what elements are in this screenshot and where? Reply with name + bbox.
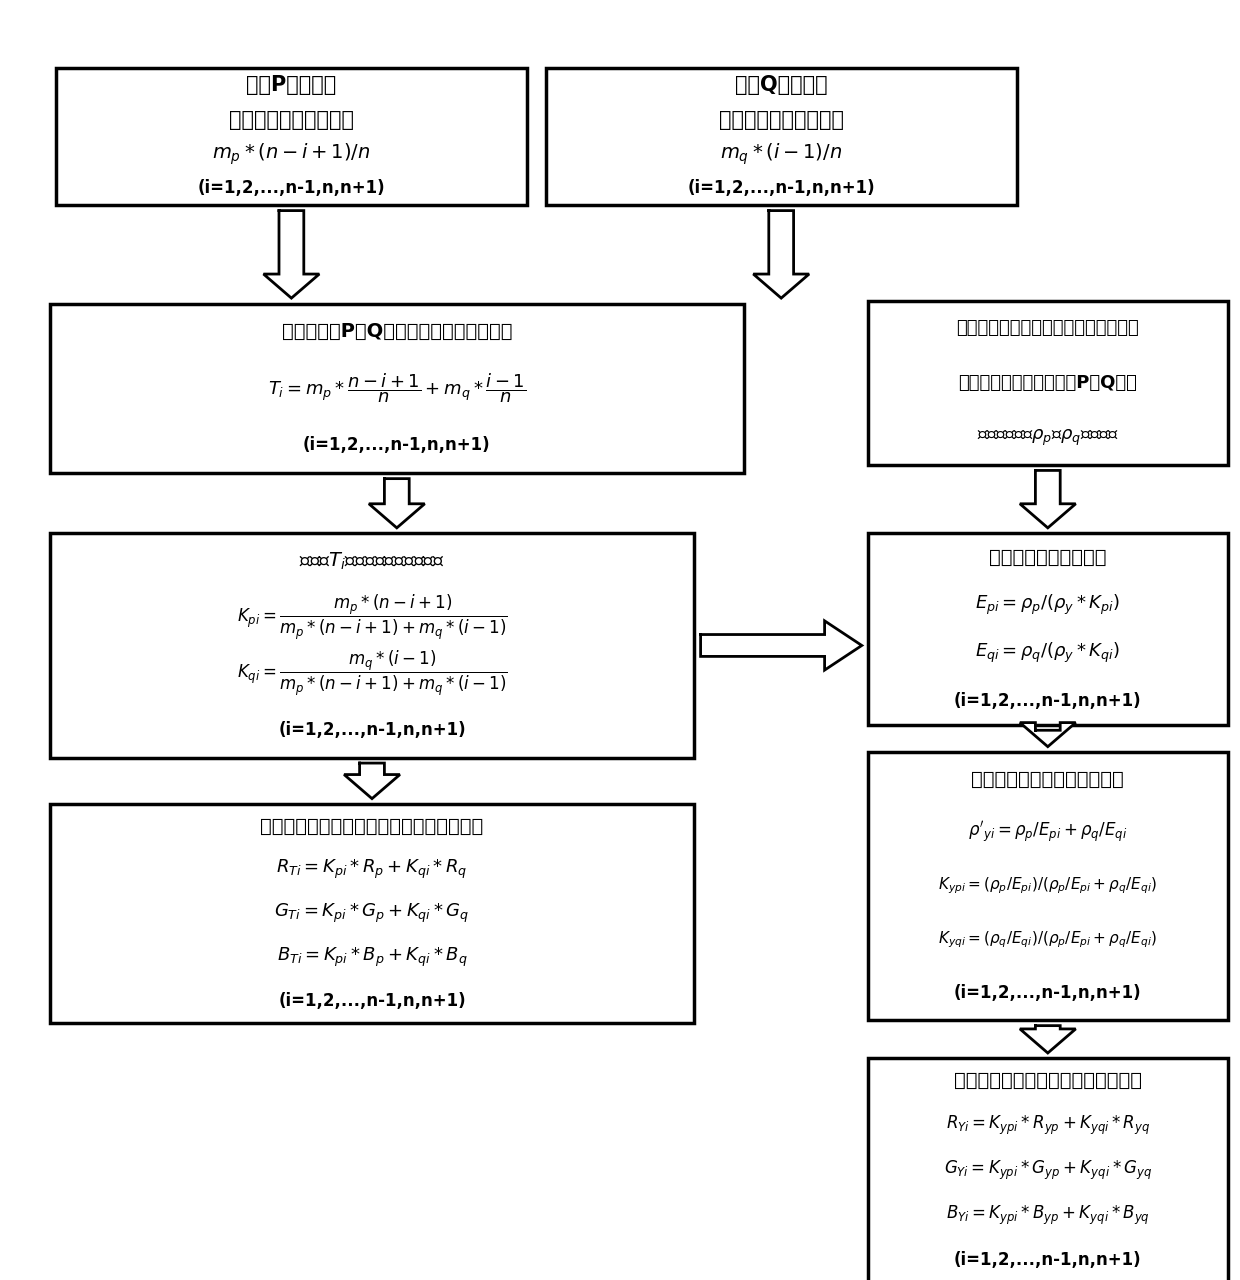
Polygon shape — [1019, 471, 1075, 527]
Text: 构建色纤维P与Q的耦合配对序列及其通式: 构建色纤维P与Q的耦合配对序列及其通式 — [281, 323, 512, 342]
Bar — [50, 303, 744, 474]
Text: $E_{qi}=\rho_q/(\rho_y*K_{qi})$: $E_{qi}=\rho_q/(\rho_y*K_{qi})$ — [975, 641, 1121, 666]
Text: $B_{Yi}=K_{ypi}*B_{yp}+K_{yqi}*B_{yq}$: $B_{Yi}=K_{ypi}*B_{yp}+K_{yqi}*B_{yq}$ — [946, 1204, 1149, 1228]
Text: $K_{ypi}=(\rho_p/E_{pi})/(\rho_p/E_{pi}+\rho_q/E_{qi})$: $K_{ypi}=(\rho_p/E_{pi})/(\rho_p/E_{pi}+… — [939, 876, 1157, 896]
Bar — [50, 804, 694, 1023]
Text: $E_{pi}=\rho_p/(\rho_y*K_{pi})$: $E_{pi}=\rho_p/(\rho_y*K_{pi})$ — [975, 593, 1121, 617]
Polygon shape — [343, 763, 399, 799]
Text: $R_{Yi}=K_{ypi}*R_{yp}+K_{yqi}*R_{yq}$: $R_{Yi}=K_{ypi}*R_{yp}+K_{yqi}*R_{yq}$ — [946, 1114, 1149, 1138]
Bar — [546, 68, 1017, 205]
Text: (i=1,2,...,n-1,n,n+1): (i=1,2,...,n-1,n,n+1) — [954, 984, 1142, 1002]
Text: 制成线密度为$\rho_p$、$\rho_q$的粗纱。: 制成线密度为$\rho_p$、$\rho_q$的粗纱。 — [977, 428, 1118, 448]
Text: 各子样$T_i$中双基色纤维的混合比: 各子样$T_i$中双基色纤维的混合比 — [299, 550, 445, 572]
Text: 均匀混合双基色纤维各子样颜色值及其色谱: 均匀混合双基色纤维各子样颜色值及其色谱 — [260, 817, 484, 836]
Text: $B_{Ti}=K_{pi}*B_p+K_{qi}*B_q$: $B_{Ti}=K_{pi}*B_p+K_{qi}*B_q$ — [277, 946, 467, 969]
Text: (i=1,2,...,n-1,n,n+1): (i=1,2,...,n-1,n,n+1) — [278, 721, 466, 739]
Text: $K_{pi}=\dfrac{m_p*(n-i+1)}{m_p*(n-i+1)+m_q*(i-1)}$: $K_{pi}=\dfrac{m_p*(n-i+1)}{m_p*(n-i+1)+… — [237, 593, 507, 643]
Text: (i=1,2,...,n-1,n,n+1): (i=1,2,...,n-1,n,n+1) — [954, 692, 1142, 710]
Text: (i=1,2,...,n-1,n,n+1): (i=1,2,...,n-1,n,n+1) — [278, 992, 466, 1010]
Text: $R_{Ti}=K_{pi}*R_p+K_{qi}*R_q$: $R_{Ti}=K_{pi}*R_p+K_{qi}*R_q$ — [277, 858, 467, 882]
Text: $m_q*(i-1)/n$: $m_q*(i-1)/n$ — [720, 141, 842, 166]
Text: $\rho'_{yi}=\rho_p/E_{pi}+\rho_q/E_{qi}$: $\rho'_{yi}=\rho_p/E_{pi}+\rho_q/E_{qi}$ — [968, 820, 1127, 845]
Polygon shape — [701, 621, 862, 671]
Bar — [50, 534, 694, 758]
Text: $G_{Yi}=K_{ypi}*G_{yp}+K_{yqi}*G_{yq}$: $G_{Yi}=K_{ypi}*G_{yp}+K_{yqi}*G_{yq}$ — [944, 1158, 1152, 1183]
Polygon shape — [1019, 1025, 1075, 1053]
Bar — [868, 1059, 1228, 1280]
Polygon shape — [263, 211, 320, 298]
Text: 构建P颜色纤维: 构建P颜色纤维 — [247, 76, 336, 96]
Text: $T_i=m_p*\dfrac{n-i+1}{n}+m_q*\dfrac{i-1}{n}$: $T_i=m_p*\dfrac{n-i+1}{n}+m_q*\dfrac{i-1… — [268, 371, 526, 406]
Polygon shape — [754, 211, 808, 298]
Bar — [868, 753, 1228, 1020]
Bar — [868, 301, 1228, 465]
Text: $K_{yqi}=(\rho_q/E_{qi})/(\rho_p/E_{pi}+\rho_q/E_{qi})$: $K_{yqi}=(\rho_q/E_{qi})/(\rho_p/E_{pi}+… — [939, 929, 1157, 950]
Text: $G_{Ti}=K_{pi}*G_p+K_{qi}*G_q$: $G_{Ti}=K_{pi}*G_p+K_{qi}*G_q$ — [274, 902, 470, 925]
Text: $m_p*(n-i+1)/n$: $m_p*(n-i+1)/n$ — [212, 141, 371, 166]
Text: 数码纺各纱段线密度及混纺比: 数码纺各纱段线密度及混纺比 — [971, 769, 1125, 788]
Polygon shape — [370, 479, 424, 527]
Text: (i=1,2,...,n-1,n,n+1): (i=1,2,...,n-1,n,n+1) — [197, 179, 386, 197]
Text: (i=1,2,...,n-1,n,n+1): (i=1,2,...,n-1,n,n+1) — [303, 436, 491, 454]
Text: $K_{qi}=\dfrac{m_q*(i-1)}{m_p*(n-i+1)+m_q*(i-1)}$: $K_{qi}=\dfrac{m_q*(i-1)}{m_p*(n-i+1)+m_… — [237, 649, 507, 698]
Bar — [868, 534, 1228, 724]
Bar — [56, 68, 527, 205]
Text: (i=1,2,...,n-1,n,n+1): (i=1,2,...,n-1,n,n+1) — [687, 179, 875, 197]
Text: 质量递增序列及其通式: 质量递增序列及其通式 — [719, 110, 843, 129]
Text: 数码纺各纱段牵伸比：: 数码纺各纱段牵伸比： — [990, 548, 1106, 567]
Polygon shape — [1019, 723, 1075, 746]
Text: 数码纺各段纱线颜色值及渐变色色谱: 数码纺各段纱线颜色值及渐变色色谱 — [954, 1071, 1142, 1091]
Text: 质量递减序列及其通式: 质量递减序列及其通式 — [229, 110, 353, 129]
Text: 粗纱等工序将两基色纤维P、Q分别: 粗纱等工序将两基色纤维P、Q分别 — [959, 374, 1137, 392]
Text: 构建Q颜色纤维: 构建Q颜色纤维 — [735, 76, 827, 96]
Text: 经配棉、拼花、排包、开清棉、并条、: 经配棉、拼花、排包、开清棉、并条、 — [956, 319, 1140, 337]
Text: (i=1,2,...,n-1,n,n+1): (i=1,2,...,n-1,n,n+1) — [954, 1252, 1142, 1270]
